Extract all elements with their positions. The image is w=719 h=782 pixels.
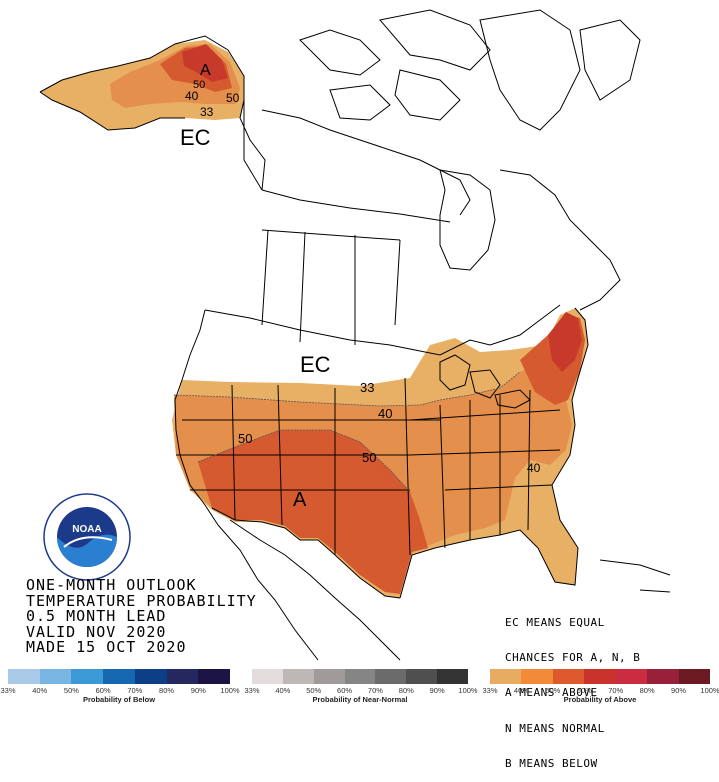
scale-above-tick: 33% [482, 686, 498, 695]
scale-normal-tick: 70% [367, 686, 383, 695]
scale-normal-swatch [375, 669, 407, 684]
legend-note-line-3: A MEANS ABOVE [505, 686, 598, 700]
scale-normal-label: Probability of Near-Normal [312, 695, 408, 704]
title-line-5: MADE 15 OCT 2020 [26, 638, 187, 656]
legend-note-line-5: B MEANS BELOW [505, 757, 598, 771]
scale-above-swatch [678, 669, 710, 684]
scale-above-tick: 70% [608, 686, 624, 695]
alaska-50a-label: 50 [193, 79, 205, 91]
scale-normal-tick: 50% [306, 686, 322, 695]
alaska-50b-label: 50 [226, 91, 240, 105]
us-40-se-label: 40 [527, 461, 541, 475]
canada-ec-label: EC [180, 125, 211, 150]
conus-above-50 [198, 430, 428, 594]
alaska-33-label: 33 [200, 105, 214, 119]
title-line-3: 0.5 MONTH LEAD [26, 607, 167, 625]
scale-below-swatch [166, 669, 199, 684]
scale-above-swatch [584, 669, 616, 684]
alaska-40-label: 40 [185, 89, 199, 103]
scale-below-tick: 33% [0, 686, 16, 695]
scale-above-tick: 50% [545, 686, 561, 695]
outlook-map: A 50 40 50 33 EC EC 33 40 50 50 40 A [39, 9, 671, 661]
title-line-2: TEMPERATURE PROBABILITY [26, 591, 257, 610]
scale-normal-ticks: 33% 40% 50% 60% 70% 80% 90% 100% [244, 684, 477, 695]
scale-normal-tick: 33% [244, 686, 260, 695]
scale-below: 33% 40% 50% 60% 70% 80% 90% 100% Probability of… [0, 669, 240, 707]
scale-normal: 33% 40% 50% 60% 70% 80% 90% 100% Probability of… [244, 669, 478, 707]
scale-normal-tick: 100% [458, 686, 478, 695]
scale-above-ticks: 33% 40% 50% 60% 70% 80% 90% 100% [482, 684, 719, 695]
scale-normal-swatch [437, 669, 469, 684]
scale-below-swatch [103, 669, 135, 684]
us-a-label: A [293, 489, 307, 511]
scale-above-swatch [552, 669, 585, 684]
us-50-central-label: 50 [362, 450, 376, 465]
scale-above-tick: 100% [700, 686, 719, 695]
legend-note-line-2: CHANCES FOR A, N, B [505, 650, 641, 664]
scale-below-tick: 100% [220, 686, 240, 695]
scale-below-label: Probability of Below [82, 695, 156, 704]
scale-above-swatch [647, 669, 679, 684]
noaa-logo: NOAA [43, 493, 131, 581]
scale-above-tick: 90% [671, 686, 687, 695]
scale-below-swatch [39, 669, 72, 684]
scale-normal-swatch [344, 669, 376, 684]
alaska-a-label: A [200, 62, 211, 79]
scale-normal-tick: 40% [275, 686, 291, 695]
boundaries [39, 9, 671, 661]
conus-shading [172, 308, 588, 598]
scale-normal-bar [252, 669, 469, 684]
alaska-above-60 [182, 44, 228, 82]
scale-below-tick: 50% [63, 686, 79, 695]
us-ec-label: EC [300, 352, 331, 377]
scale-normal-tick: 80% [398, 686, 414, 695]
title-line-4: VALID NOV 2020 [26, 622, 167, 641]
legend-note-line-1: EC MEANS EQUAL [505, 615, 605, 629]
scale-above-tick: 80% [639, 686, 655, 695]
scale-above-swatch [490, 669, 522, 684]
scale-normal-swatch [406, 669, 438, 684]
legend-note-line-4: N MEANS NORMAL [505, 721, 605, 735]
scale-above: 33% 40% 50% 60% 70% 80% 90% 100% Probability of… [482, 669, 719, 707]
noaa-logo-text: NOAA [72, 524, 101, 535]
scale-above-swatch [521, 669, 553, 684]
scale-below-tick: 80% [159, 686, 175, 695]
scale-above-tick: 60% [576, 686, 592, 695]
scale-below-tick: 90% [190, 686, 206, 695]
alaska-shading [40, 40, 244, 130]
scale-below-swatch [198, 669, 231, 684]
scale-normal-tick: 60% [337, 686, 353, 695]
scale-normal-swatch [313, 669, 345, 684]
scale-below-swatch [134, 669, 167, 684]
outlook-title-block: ONE-MONTH OUTLOOK TEMPERATURE PROBABILIT… [26, 576, 257, 656]
scale-normal-swatch [282, 669, 314, 684]
us-33-label: 33 [360, 380, 374, 395]
scale-normal-swatch [252, 669, 283, 684]
scale-below-tick: 70% [127, 686, 143, 695]
scale-below-tick: 40% [32, 686, 48, 695]
conus-above-60-ne [548, 312, 582, 372]
scale-above-tick: 40% [513, 686, 529, 695]
us-40-label: 40 [378, 406, 392, 421]
scale-below-swatch [71, 669, 104, 684]
contours [173, 371, 521, 493]
scale-normal-tick: 90% [429, 686, 445, 695]
scale-below-tick: 60% [95, 686, 111, 695]
scale-below-bar [8, 669, 231, 684]
title-line-1: ONE-MONTH OUTLOOK [26, 576, 197, 594]
scale-above-label: Probability of Above [563, 695, 637, 704]
us-50-west-label: 50 [238, 431, 252, 446]
scale-below-swatch [8, 669, 40, 684]
scale-below-ticks: 33% 40% 50% 60% 70% 80% 90% 100% [0, 684, 239, 695]
scale-above-bar [490, 669, 710, 684]
scale-above-swatch [615, 669, 648, 684]
